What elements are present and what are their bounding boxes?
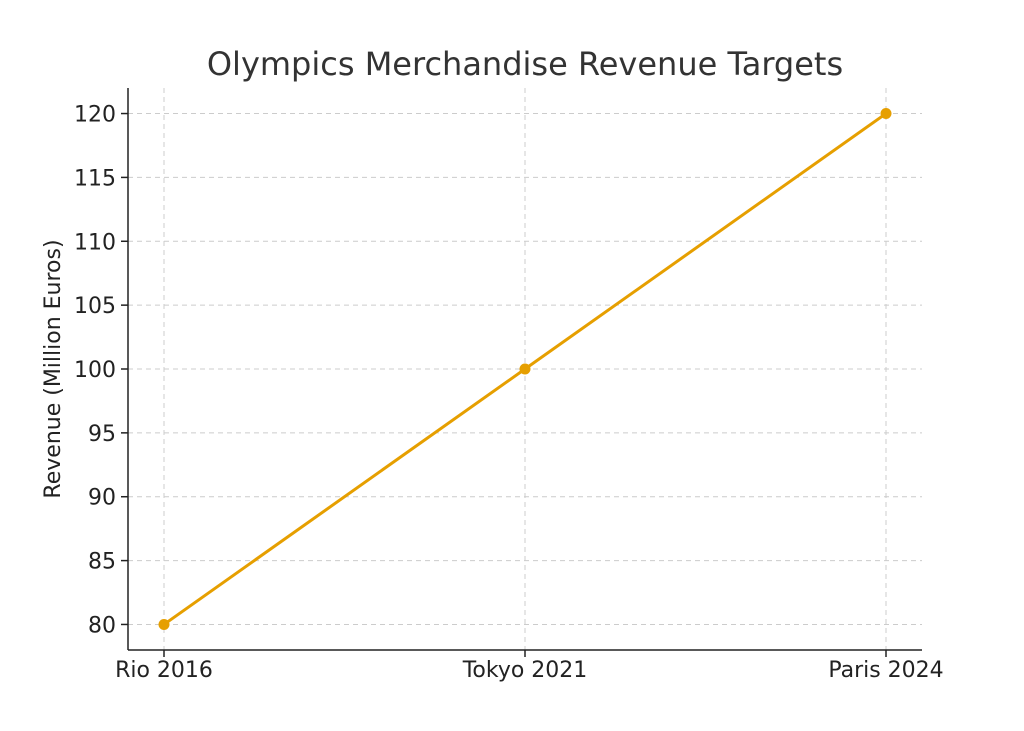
y-tick-label: 115 [74, 166, 116, 191]
x-tick-label: Rio 2016 [115, 658, 213, 683]
y-tick-label: 100 [74, 358, 116, 383]
grid [128, 88, 922, 650]
chart-title: Olympics Merchandise Revenue Targets [207, 45, 843, 83]
y-axis-label: Revenue (Million Euros) [41, 239, 66, 498]
y-tick-label: 110 [74, 230, 116, 255]
data-point [158, 618, 170, 630]
x-tick-label: Tokyo 2021 [462, 658, 588, 683]
series-layer [158, 108, 892, 630]
y-tick-label: 80 [88, 613, 116, 638]
tick-labels: 80 85 90 95 100 105 110 115 120 Rio 2016 Tokyo 202… [74, 103, 944, 683]
data-point [519, 363, 531, 375]
y-tick-label: 95 [88, 422, 116, 447]
y-tick-label: 120 [74, 103, 116, 128]
y-tick-label: 105 [74, 294, 116, 319]
y-tick-label: 85 [88, 550, 116, 575]
y-tick-label: 90 [88, 486, 116, 511]
x-tick-label: Paris 2024 [828, 658, 943, 683]
data-point [880, 108, 892, 120]
axes [121, 88, 922, 657]
